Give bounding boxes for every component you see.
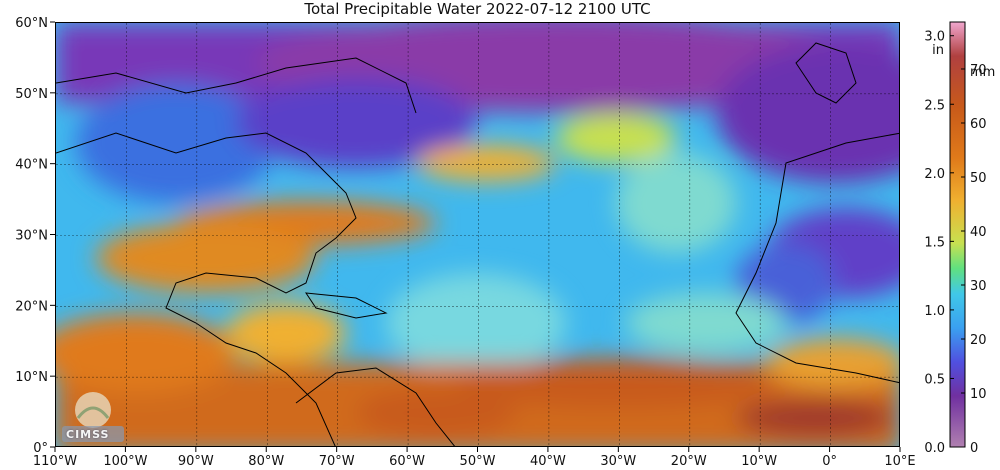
colorbar-inch-label: 2.0: [924, 167, 945, 182]
lon-label: 30°W: [600, 454, 636, 469]
colorbar-inch-label: 0.0: [924, 441, 945, 456]
lon-label: 40°W: [530, 454, 566, 469]
lat-label: 40°N: [15, 158, 48, 173]
colorbar-inch-label: 2.5: [924, 98, 945, 113]
lon-label: 20°W: [671, 454, 707, 469]
colorbar-mm-label: 40: [970, 225, 987, 240]
lat-label: 30°N: [15, 229, 48, 244]
colorbar: [949, 21, 966, 448]
longitude-axis: 110°W 100°W 90°W 80°W 70°W 60°W 50°W 40°W 30°W 20…: [33, 447, 916, 469]
colorbar-inch-label: 1.5: [924, 235, 945, 250]
cimss-logo-text: CIMSS: [66, 428, 110, 441]
colorbar-mm-label: 10: [970, 387, 987, 402]
graticule: [56, 23, 899, 446]
colorbar-mm-label: 70: [970, 63, 987, 78]
colorbar-inch-label: 1.0: [924, 304, 945, 319]
colorbar-mm-label: 20: [970, 333, 987, 348]
tpw-field: [56, 23, 899, 446]
precipitable-water-map[interactable]: [55, 22, 900, 447]
coastlines: [56, 42, 899, 446]
colorbar-inch-label: 3.0: [924, 30, 945, 45]
colorbar-mm-label: 0: [970, 441, 978, 456]
colorbar-mm-label: 30: [970, 279, 987, 294]
lon-label: 50°W: [460, 454, 496, 469]
map-title: Total Precipitable Water 2022-07-12 2100…: [304, 0, 651, 18]
lon-label: 0°: [822, 454, 837, 469]
lon-label: 10°E: [884, 454, 915, 469]
lon-label: 10°W: [741, 454, 777, 469]
colorbar-inch-label: 0.5: [924, 372, 945, 387]
lon-label: 70°W: [319, 454, 355, 469]
lon-label: 80°W: [248, 454, 284, 469]
cimss-logo: [58, 388, 128, 444]
colorbar-right-unit: mm: [970, 65, 995, 80]
lon-label: 90°W: [178, 454, 214, 469]
lat-label: 20°N: [15, 299, 48, 314]
colorbar-inch-ticks: 3.0 2.5 2.0 1.5 1.0 0.5 0.0: [924, 30, 954, 456]
colorbar-left-unit: in: [932, 43, 944, 58]
latitude-axis: 60°N50°N40°N30°N20°N10°N0°: [15, 16, 55, 456]
lon-label: 100°W: [103, 454, 147, 469]
lat-label: 10°N: [15, 370, 48, 385]
colorbar-mm-label: 50: [970, 171, 987, 186]
lon-label: 110°W: [33, 454, 77, 469]
lon-label: 60°W: [389, 454, 425, 469]
colorbar-mm-label: 60: [970, 117, 987, 132]
colorbar-mm-ticks: 70 60 50 40 30 20 10 0: [961, 63, 987, 456]
lat-label: 0°: [33, 441, 48, 456]
lat-label: 50°N: [15, 87, 48, 102]
